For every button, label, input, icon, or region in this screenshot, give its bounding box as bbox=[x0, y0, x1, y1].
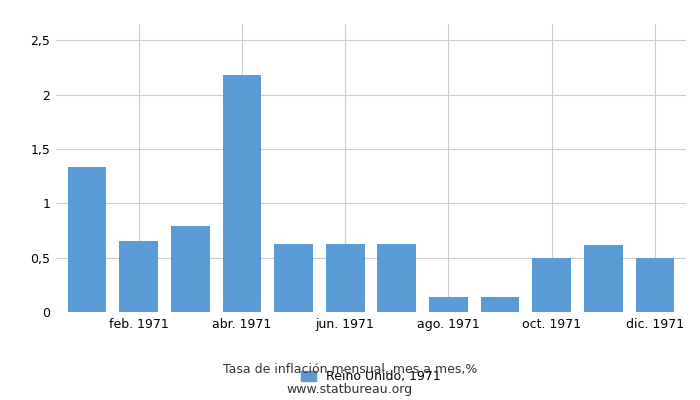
Bar bbox=[171, 226, 209, 312]
Bar bbox=[274, 244, 313, 312]
Text: www.statbureau.org: www.statbureau.org bbox=[287, 384, 413, 396]
Bar bbox=[481, 297, 519, 312]
Bar bbox=[223, 75, 261, 312]
Legend: Reino Unido, 1971: Reino Unido, 1971 bbox=[301, 370, 441, 383]
Bar bbox=[68, 168, 106, 312]
Bar bbox=[636, 258, 674, 312]
Bar bbox=[429, 297, 468, 312]
Bar bbox=[119, 241, 158, 312]
Bar bbox=[326, 244, 365, 312]
Bar bbox=[533, 258, 571, 312]
Text: Tasa de inflación mensual, mes a mes,%: Tasa de inflación mensual, mes a mes,% bbox=[223, 364, 477, 376]
Bar bbox=[584, 245, 623, 312]
Bar bbox=[377, 244, 416, 312]
